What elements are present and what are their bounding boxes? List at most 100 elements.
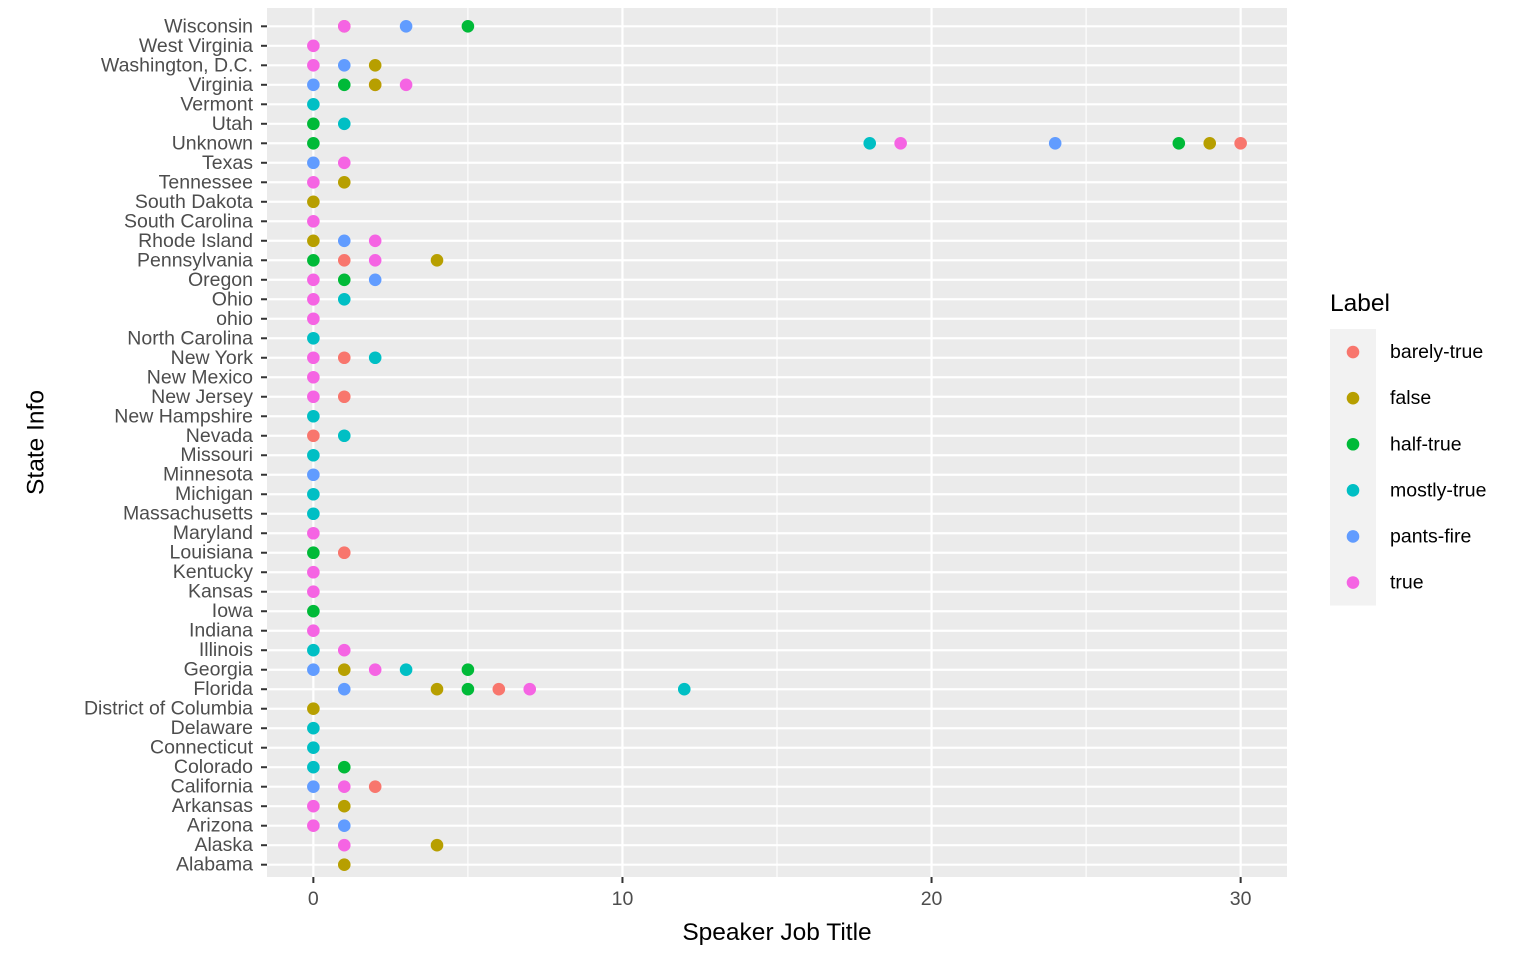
data-point — [307, 390, 320, 404]
data-point — [337, 390, 351, 404]
data-point — [307, 117, 320, 131]
y-tick-label: Texas — [202, 152, 253, 174]
x-axis-title: Speaker Job Title — [682, 919, 871, 946]
data-point — [337, 799, 351, 813]
data-point — [337, 760, 351, 774]
data-point — [399, 663, 413, 677]
data-point — [1048, 136, 1062, 150]
legend-item: half-true — [1346, 433, 1462, 455]
y-tick-label: Pennsylvania — [137, 249, 253, 271]
y-tick-label: New York — [171, 347, 254, 369]
data-point — [307, 448, 320, 462]
data-point — [368, 663, 382, 677]
y-tick-label: Louisiana — [170, 542, 254, 564]
data-point — [461, 20, 475, 33]
legend-label: mostly-true — [1390, 479, 1486, 501]
data-point — [1203, 136, 1217, 150]
data-point — [337, 819, 351, 833]
legend-key-marker — [1346, 530, 1360, 543]
y-tick-label: Illinois — [199, 639, 253, 661]
y-tick-label: West Virginia — [139, 35, 253, 57]
data-point — [337, 117, 351, 131]
data-point — [307, 78, 320, 92]
series-true — [307, 20, 907, 852]
data-point — [337, 234, 351, 248]
data-point — [307, 429, 320, 443]
data-point — [337, 292, 351, 306]
legend-key-marker — [1346, 576, 1360, 589]
data-point — [523, 682, 537, 696]
y-tick-label: Iowa — [212, 600, 253, 622]
y-tick-label: Florida — [193, 678, 253, 700]
y-tick-label: Missouri — [180, 444, 253, 466]
y-tick-label: Tennessee — [159, 171, 253, 193]
legend-key-marker — [1346, 437, 1360, 451]
x-tick-label: 30 — [1230, 888, 1252, 910]
data-point — [337, 682, 351, 696]
data-point — [337, 78, 351, 92]
y-tick-label: California — [171, 776, 254, 798]
data-point — [368, 234, 382, 248]
data-point — [307, 526, 320, 540]
data-point — [307, 819, 320, 833]
data-point — [307, 156, 320, 170]
data-point — [307, 39, 320, 53]
data-point — [1172, 136, 1186, 150]
y-tick-label: Unknown — [172, 132, 253, 154]
legend-label: half-true — [1390, 433, 1462, 455]
y-tick-label: New Hampshire — [114, 405, 253, 427]
data-point — [368, 351, 382, 365]
data-point — [307, 370, 320, 384]
legend-item: true — [1346, 572, 1424, 594]
legend-label: false — [1390, 387, 1431, 409]
y-tick-label: Alabama — [176, 854, 253, 876]
y-tick-label: Arkansas — [172, 795, 254, 817]
data-point — [677, 682, 691, 696]
data-point — [337, 20, 351, 33]
y-tick-label: Connecticut — [150, 737, 254, 759]
data-point — [461, 663, 475, 677]
data-point — [307, 799, 320, 813]
y-tick-label: Rhode Island — [138, 230, 253, 252]
series-pants-fire — [307, 20, 1062, 833]
data-point — [307, 702, 320, 716]
y-tick-label: Virginia — [188, 74, 253, 96]
data-point — [307, 546, 320, 560]
legend-item: mostly-true — [1346, 479, 1486, 501]
data-point — [307, 195, 320, 209]
y-tick-label: Massachusetts — [123, 503, 253, 525]
data-point — [399, 20, 413, 33]
data-point — [863, 136, 877, 150]
data-point — [307, 409, 320, 423]
x-axis: 0 10 20 30 — [308, 877, 1252, 910]
data-point — [368, 253, 382, 267]
data-point — [337, 273, 351, 287]
series-half-true — [307, 20, 1186, 774]
data-point — [1234, 136, 1247, 150]
data-point — [368, 273, 382, 287]
y-tick-label: Georgia — [184, 659, 254, 681]
data-point — [307, 136, 320, 150]
x-tick-label: 20 — [921, 888, 943, 910]
data-point — [307, 175, 320, 189]
data-point — [337, 546, 351, 560]
data-point — [307, 351, 320, 365]
data-point — [337, 643, 351, 657]
y-tick-label: Kansas — [188, 581, 253, 603]
data-point — [337, 253, 351, 267]
data-point — [368, 58, 382, 72]
y-tick-label: Alaska — [194, 834, 253, 856]
data-point — [337, 351, 351, 365]
data-points — [307, 20, 1247, 871]
data-point — [307, 468, 320, 482]
legend-key-marker — [1346, 391, 1360, 405]
y-tick-label: Maryland — [173, 522, 253, 544]
legend-item: pants-fire — [1346, 525, 1471, 547]
y-tick-label: Minnesota — [163, 464, 253, 486]
legend-key-marker — [1346, 484, 1360, 497]
data-point — [307, 741, 320, 755]
y-tick-label: Arizona — [187, 815, 253, 837]
y-tick-label: Colorado — [174, 756, 253, 778]
data-point — [337, 175, 351, 189]
